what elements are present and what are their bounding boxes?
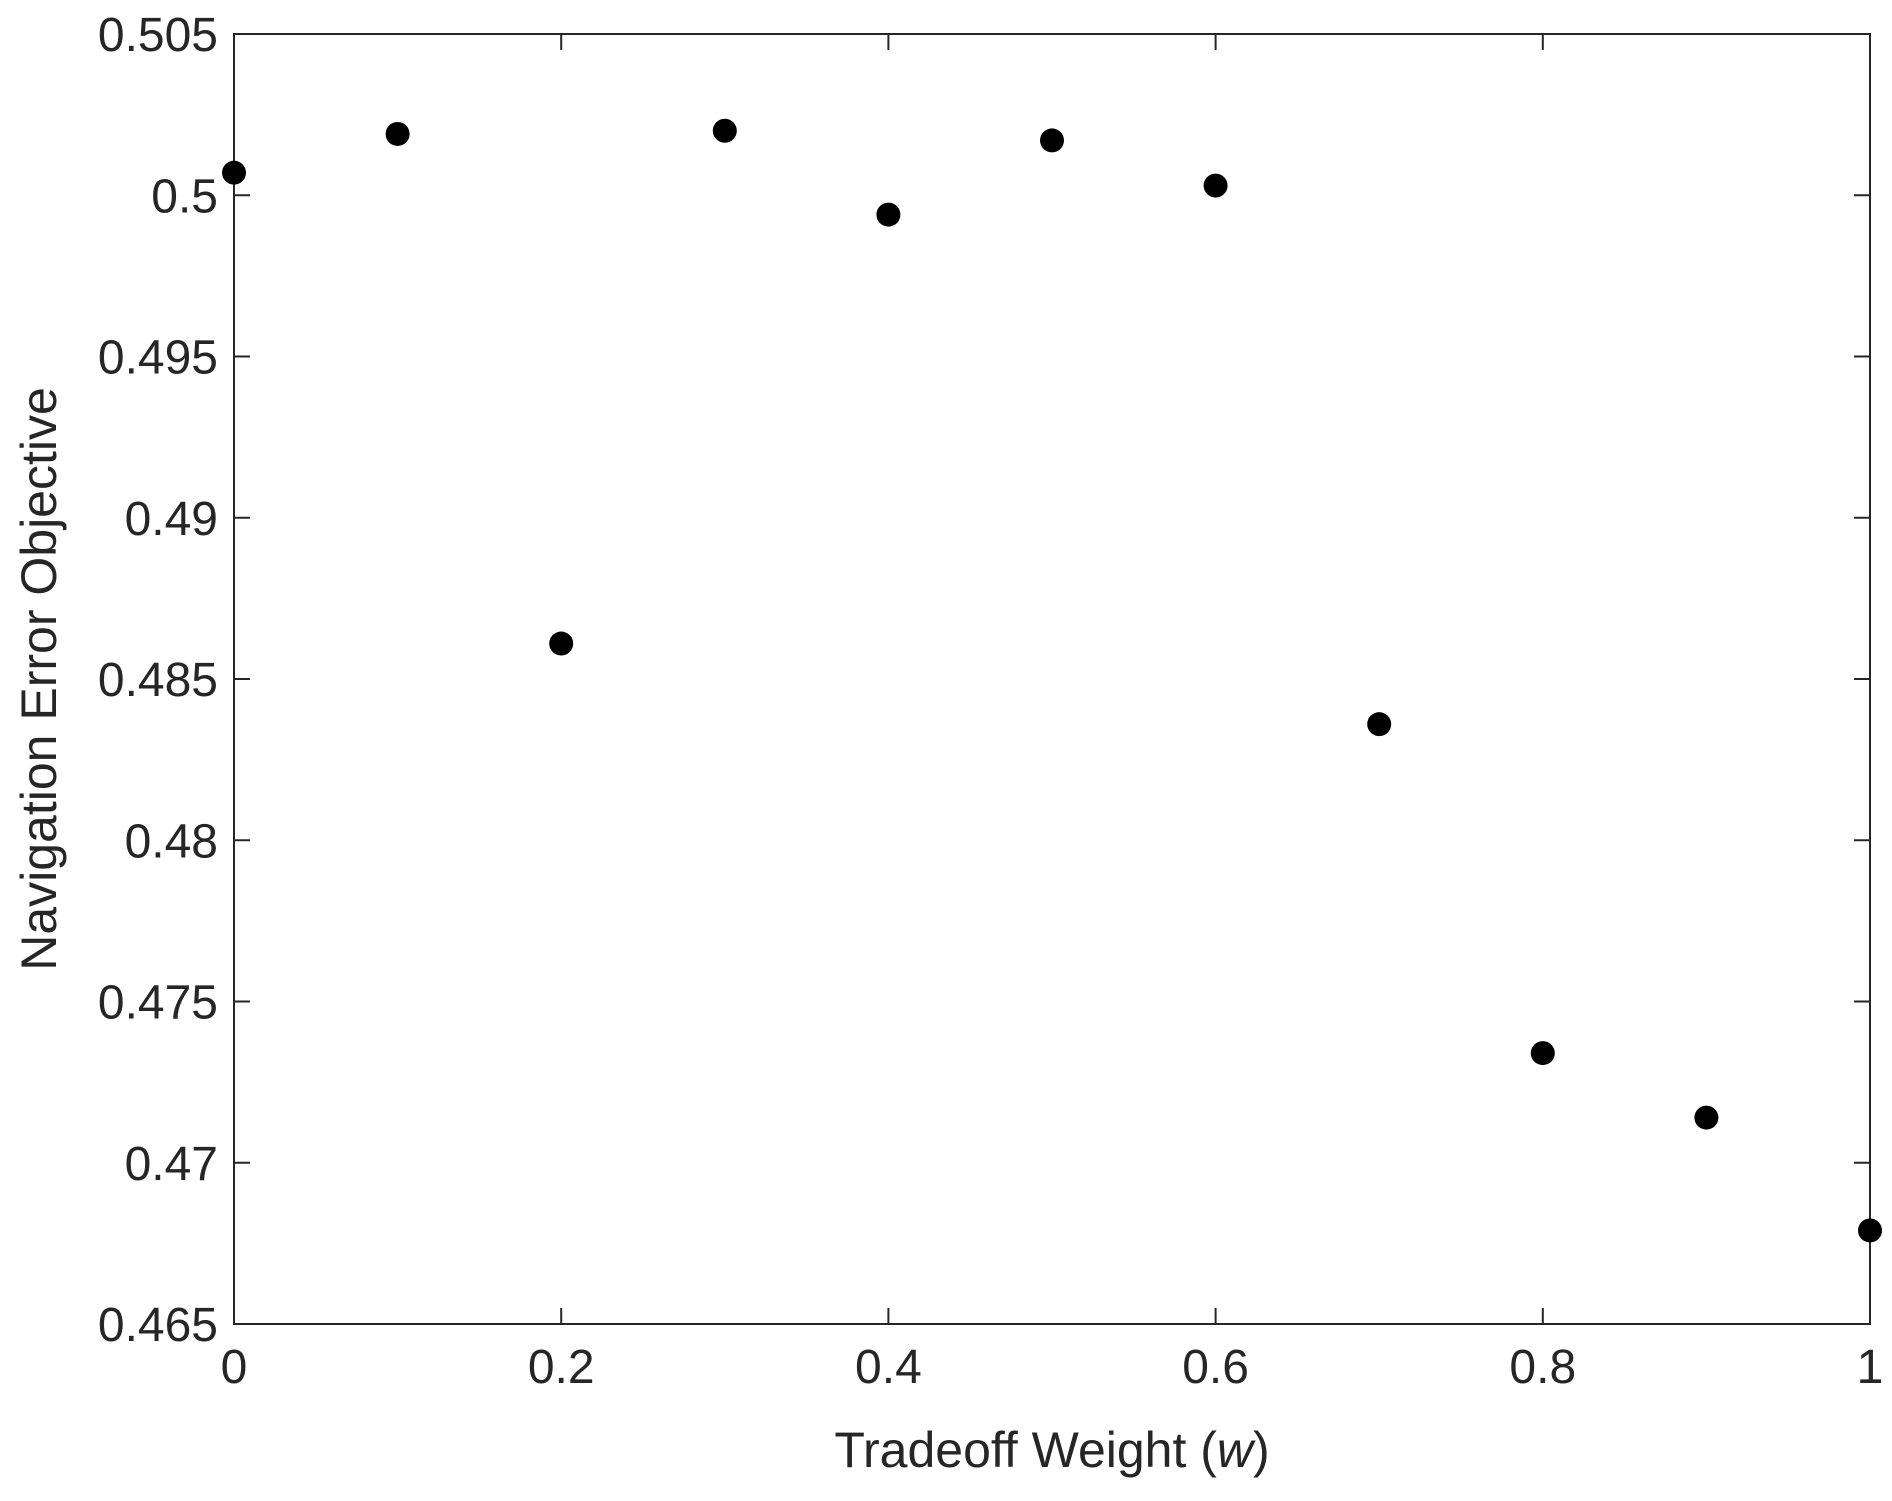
y-tick-label: 0.47: [125, 1138, 218, 1191]
data-point: [1858, 1218, 1882, 1243]
y-tick-label: 0.505: [98, 9, 218, 62]
data-point: [222, 160, 246, 185]
plot-area: [233, 33, 1871, 1325]
y-tick-label: 0.48: [125, 815, 218, 868]
data-points: [222, 118, 1882, 1243]
y-tick-label: 0.495: [98, 332, 218, 385]
data-point: [1203, 173, 1228, 198]
data-point: [1530, 1041, 1555, 1066]
x-tick-label: 0: [221, 1341, 248, 1394]
y-tick-label: 0.49: [125, 493, 218, 546]
y-tick-label: 0.465: [98, 1299, 218, 1352]
x-tick-label: 0.8: [1509, 1341, 1576, 1394]
x-tick-label: 1: [1857, 1341, 1884, 1394]
x-axis-label-close: ): [1253, 1422, 1270, 1478]
x-tick-label: 0.4: [855, 1341, 922, 1394]
y-axis-label: Navigation Error Objective: [11, 387, 67, 971]
data-point: [712, 118, 737, 143]
x-tick-label: 0.2: [528, 1341, 595, 1394]
data-point: [876, 202, 901, 227]
data-point: [1694, 1105, 1719, 1130]
x-axis-label-variable: w: [1217, 1422, 1256, 1478]
y-tick-label: 0.485: [98, 654, 218, 707]
y-tick-label: 0.475: [98, 977, 218, 1030]
data-point: [1040, 128, 1064, 153]
data-point: [549, 631, 574, 656]
y-tick-label: 0.5: [151, 170, 218, 223]
data-point: [1367, 712, 1392, 737]
x-axis-label-text: Tradeoff Weight (: [834, 1422, 1217, 1478]
y-axis-ticks: 0.465 0.47 0.475 0.48 0.485 0.49 0.495 0.5 0.505: [98, 9, 1870, 1352]
data-point: [385, 121, 410, 146]
x-tick-label: 0.6: [1182, 1341, 1249, 1394]
x-axis-label: Tradeoff Weight (w): [834, 1422, 1269, 1478]
x-axis-ticks: 0 0.2 0.4 0.6 0.8 1: [221, 34, 1884, 1394]
